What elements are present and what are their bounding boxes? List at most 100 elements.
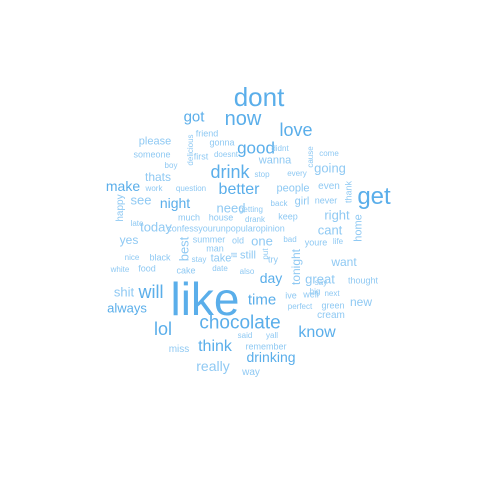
word-food: food xyxy=(138,263,156,274)
word-like: like xyxy=(170,273,240,325)
word-wanna: wanna xyxy=(258,154,292,167)
word-lol: lol xyxy=(153,319,173,339)
word-remember: remember xyxy=(245,341,287,352)
word-good: good xyxy=(237,138,275,158)
word-perfect: perfect xyxy=(287,302,313,311)
word-stay: stay xyxy=(191,255,207,264)
word-dont: dont xyxy=(233,82,285,112)
word-please: please xyxy=(138,135,172,148)
word-drank: drank xyxy=(244,215,266,224)
word-today: today xyxy=(140,219,172,235)
word-keep: keep xyxy=(278,211,298,222)
word-bad: bad xyxy=(283,235,297,244)
word-see: see xyxy=(130,192,152,208)
word-shit: shit xyxy=(113,284,135,300)
word-cause: cause xyxy=(306,146,315,168)
word-drink: drink xyxy=(210,162,250,182)
word-say: say xyxy=(314,278,328,287)
word-home: home xyxy=(352,214,365,242)
word-better: better xyxy=(218,181,260,198)
word-green: green xyxy=(321,300,345,311)
word-doesnt: doesnt xyxy=(213,150,239,159)
word-didnt: didnt xyxy=(271,144,289,153)
word-new: new xyxy=(349,295,373,309)
word-take: take xyxy=(210,252,232,265)
word-people: people xyxy=(276,182,310,195)
word-back: back xyxy=(270,199,288,208)
word-stop: stop xyxy=(254,170,270,179)
word-put: put xyxy=(261,248,270,260)
word-yes: yes xyxy=(119,233,139,247)
word-drinking: drinking xyxy=(246,349,296,365)
word-boy: boy xyxy=(164,161,178,170)
word-try: try xyxy=(268,254,278,265)
word-man: man xyxy=(206,243,224,254)
word-ive: ive xyxy=(285,290,297,301)
word-confessyourunpopularopinion: confessyourunpopularopinion xyxy=(167,223,285,234)
word-late: late xyxy=(130,219,144,228)
word-old: old xyxy=(231,235,245,246)
word-said: said xyxy=(237,331,253,340)
word-will: will xyxy=(138,282,164,302)
word-summer: summer xyxy=(192,234,226,245)
word-even: even xyxy=(318,181,340,192)
word-house: house xyxy=(208,212,234,223)
word-really: really xyxy=(196,358,230,374)
word-now: now xyxy=(224,108,262,130)
word-thank: thank xyxy=(343,180,354,204)
word-never: never xyxy=(314,195,338,206)
word-happy: happy xyxy=(115,194,126,222)
word-cake: cake xyxy=(176,265,196,276)
word-thats: thats xyxy=(144,170,172,184)
word-know: know xyxy=(298,324,336,341)
word-miss: miss xyxy=(168,344,190,355)
word-first: first xyxy=(193,151,209,162)
word-time: time xyxy=(247,291,277,309)
word-someone: someone xyxy=(133,149,171,160)
word-getting: getting xyxy=(238,205,264,214)
word-friend: friend xyxy=(195,128,219,139)
word-date: date xyxy=(212,264,228,273)
word-still: still xyxy=(240,249,256,262)
word-thought: thought xyxy=(347,275,379,286)
word-question: question xyxy=(175,184,207,193)
word-well: well xyxy=(303,289,319,300)
word-yall: yall xyxy=(265,331,279,340)
word-want: want xyxy=(331,255,357,269)
word-think: think xyxy=(198,338,232,355)
word-white: white xyxy=(110,265,130,274)
word-get: get xyxy=(357,183,391,210)
word-big: big xyxy=(309,287,321,296)
word-delicious: delicious xyxy=(186,134,195,166)
word-chocolate: chocolate xyxy=(199,312,281,334)
word-every: every xyxy=(287,169,307,178)
word-night: night xyxy=(159,195,191,211)
word-make: make xyxy=(105,178,141,194)
word-right: right xyxy=(324,207,350,223)
word-need: need xyxy=(216,200,246,216)
word-cream: cream xyxy=(317,310,345,321)
word-nice: nice xyxy=(124,253,140,262)
word-come: come xyxy=(319,149,339,158)
word-going: going xyxy=(314,160,346,176)
word-tonight: tonight xyxy=(289,248,303,286)
word-next: next xyxy=(324,289,340,298)
word-life: life xyxy=(332,237,344,246)
word-also: also xyxy=(239,267,255,276)
word-girl: girl xyxy=(294,195,310,208)
word-best: best xyxy=(176,236,192,262)
word-always: always xyxy=(107,300,147,316)
word-day: day xyxy=(259,270,283,286)
word-love: love xyxy=(279,120,313,140)
word-gonna: gonna xyxy=(209,137,235,148)
word-work: work xyxy=(145,184,163,193)
word-great: great xyxy=(305,271,335,287)
word-ill: ill xyxy=(230,252,239,258)
word-cant: cant xyxy=(317,222,343,238)
word-got: got xyxy=(183,108,205,126)
word-much: much xyxy=(177,212,201,223)
word-way: way xyxy=(242,367,260,378)
word-black: black xyxy=(149,252,171,263)
word-one: one xyxy=(251,233,273,249)
